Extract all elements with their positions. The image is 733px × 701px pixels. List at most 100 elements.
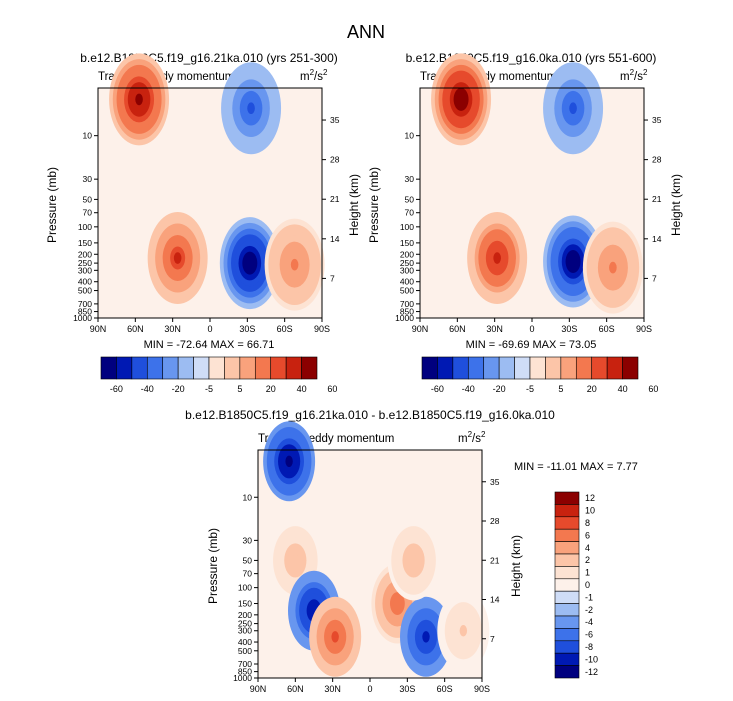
colorbar-swatch — [162, 356, 179, 380]
field-contour — [409, 554, 418, 567]
x-tick-label: 30S — [239, 324, 255, 334]
y-right-tick-label: 21 — [652, 194, 662, 204]
panel-left-title: b.e12.B1850C5.f19_g16.21ka.010 (yrs 251-… — [80, 51, 338, 65]
colorbar-swatch — [554, 615, 580, 629]
y-tick-label: 400 — [78, 277, 92, 287]
panel-right-ylabel-right: Height (km) — [669, 174, 683, 236]
field-contour — [173, 252, 182, 264]
field-contour — [246, 257, 254, 269]
x-tick-label: 60N — [287, 684, 304, 694]
panel-difference-plot: 90N 60N 30N 0 30S 60S 90S103050701001502002503… — [233, 421, 500, 694]
colorbar-label: 60 — [327, 384, 337, 394]
colorbar-swatch — [554, 566, 580, 580]
panel-right-units: m2/s2 — [620, 68, 648, 83]
panel-right-ylabel: Pressure (mb) — [367, 167, 381, 243]
y-tick-label: 500 — [78, 286, 92, 296]
colorbar-label: 20 — [587, 384, 597, 394]
colorbar-label: -6 — [585, 630, 593, 640]
y-tick-label: 100 — [78, 222, 92, 232]
colorbar-swatch — [301, 356, 318, 380]
y-tick-label: 300 — [238, 626, 252, 636]
colorbar-swatch — [193, 356, 210, 380]
field-contour — [393, 597, 402, 610]
y-tick-label: 10 — [83, 131, 93, 141]
x-tick-label: 30S — [399, 684, 415, 694]
y-tick-label: 1000 — [233, 673, 252, 683]
colorbar-swatch — [498, 356, 515, 380]
field-contour — [331, 631, 339, 643]
colorbar-swatch — [554, 628, 580, 642]
y-right-tick-label: 14 — [490, 595, 500, 605]
y-tick-label: 850 — [238, 667, 252, 677]
y-tick-label: 300 — [400, 265, 414, 275]
y-right-tick-label: 21 — [490, 555, 500, 565]
field-contour — [457, 93, 465, 106]
colorbar-swatch — [146, 356, 164, 380]
x-tick-label: 0 — [207, 324, 212, 334]
colorbar-swatch — [554, 504, 580, 518]
y-right-tick-label: 35 — [330, 115, 340, 125]
field-contour — [493, 252, 501, 264]
y-tick-label: 70 — [243, 569, 253, 579]
main-title: ANN — [347, 22, 385, 42]
y-tick-label: 300 — [78, 265, 92, 275]
colorbar-swatch — [554, 491, 580, 505]
colorbar-label: -20 — [172, 384, 185, 394]
y-right-tick-label: 7 — [330, 273, 335, 283]
colorbar-label: -10 — [585, 654, 598, 664]
colorbar-swatch — [554, 590, 580, 604]
y-right-tick-label: 28 — [330, 155, 340, 165]
colorbar-swatch — [467, 356, 485, 380]
colorbar-swatch — [116, 356, 133, 380]
colorbar-label: 40 — [618, 384, 628, 394]
x-tick-label: 60N — [449, 324, 466, 334]
colorbar-label: -40 — [462, 384, 475, 394]
field-contour — [609, 261, 617, 274]
panel-difference: b.e12.B1850C5.f19_g16.21ka.010 - b.e12.B… — [185, 408, 638, 694]
y-right-tick-label: 35 — [490, 477, 500, 487]
colorbar-swatch — [270, 356, 287, 380]
field-contour — [569, 255, 577, 268]
colorbar-label: 12 — [585, 493, 595, 503]
x-tick-label: 0 — [529, 324, 534, 334]
y-tick-label: 50 — [83, 194, 93, 204]
x-tick-label: 90S — [314, 324, 330, 334]
y-tick-label: 100 — [400, 222, 414, 232]
y-right-tick-label: 7 — [490, 634, 495, 644]
panel-difference-units: m2/s2 — [458, 430, 486, 445]
colorbar-label: 5 — [558, 384, 563, 394]
x-tick-label: 90N — [90, 324, 107, 334]
y-right-tick-label: 35 — [652, 115, 662, 125]
x-tick-label: 30N — [164, 324, 181, 334]
x-tick-label: 60S — [277, 324, 293, 334]
colorbar-swatch — [131, 356, 148, 380]
field-contour — [285, 455, 293, 467]
y-tick-label: 100 — [238, 583, 252, 593]
y-tick-label: 1000 — [73, 313, 92, 323]
y-tick-label: 250 — [400, 258, 414, 268]
y-right-tick-label: 28 — [490, 516, 500, 526]
x-tick-label: 60N — [127, 324, 144, 334]
y-tick-label: 30 — [83, 174, 93, 184]
colorbar-swatch — [554, 541, 580, 555]
y-tick-label: 150 — [78, 238, 92, 248]
colorbar-label: -4 — [585, 617, 593, 627]
y-tick-label: 850 — [78, 307, 92, 317]
field-contour — [247, 102, 255, 115]
x-tick-label: 30N — [486, 324, 503, 334]
y-tick-label: 200 — [400, 249, 414, 259]
x-tick-label: 30N — [324, 684, 341, 694]
y-right-tick-label: 7 — [652, 273, 657, 283]
y-tick-label: 30 — [405, 174, 415, 184]
y-tick-label: 700 — [238, 659, 252, 669]
y-tick-label: 250 — [78, 258, 92, 268]
x-tick-label: 90N — [250, 684, 267, 694]
x-tick-label: 30S — [561, 324, 577, 334]
y-tick-label: 70 — [405, 208, 415, 218]
panel-difference-title: b.e12.B1850C5.f19_g16.21ka.010 - b.e12.B… — [185, 408, 555, 422]
field-contour — [422, 631, 430, 643]
colorbar-label: 0 — [585, 580, 590, 590]
colorbar-label: 20 — [266, 384, 276, 394]
